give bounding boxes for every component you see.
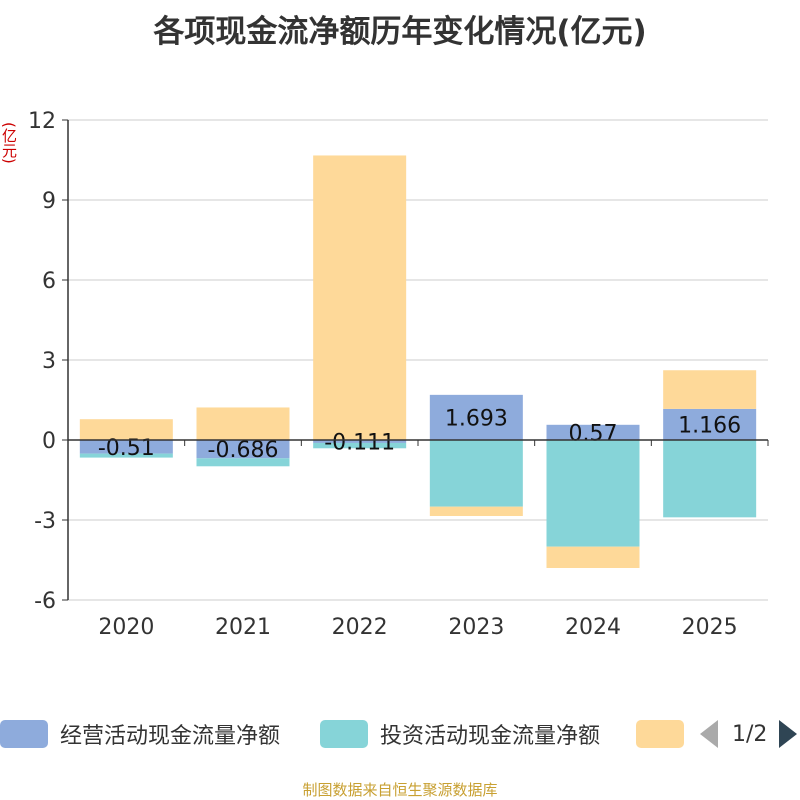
bar-investing xyxy=(546,440,640,547)
bar-financing xyxy=(79,419,173,440)
bar-financing xyxy=(546,546,640,568)
chart-title: 各项现金流净额历年变化情况(亿元) xyxy=(153,14,647,50)
legend-item-investing[interactable]: 投资活动现金流量净额 xyxy=(320,718,600,750)
y-tick-label: 0 xyxy=(42,429,56,454)
data-label: -0.686 xyxy=(208,438,279,463)
bar-investing xyxy=(313,442,407,449)
data-label: -0.111 xyxy=(324,430,395,455)
legend-next-icon[interactable] xyxy=(779,720,798,748)
legend-swatch-operating xyxy=(0,720,48,748)
legend-prev-icon[interactable] xyxy=(700,720,718,748)
legend-item-financing[interactable] xyxy=(636,718,696,750)
legend-swatch-investing xyxy=(320,720,368,748)
bar-investing xyxy=(429,440,523,507)
bar-investing xyxy=(196,458,290,467)
bar-operating xyxy=(79,440,173,454)
data-source-note: 制图数据来自恒生聚源数据库 xyxy=(302,781,498,799)
x-tick-label: 2020 xyxy=(98,615,154,640)
y-tick-label: 6 xyxy=(42,269,56,294)
y-axis-unit: (亿元) xyxy=(0,122,18,164)
x-tick-label: 2023 xyxy=(448,615,504,640)
bar-operating xyxy=(196,440,290,459)
bar-investing xyxy=(79,453,173,458)
data-label: 1.166 xyxy=(678,413,741,438)
x-tick-label: 2024 xyxy=(565,615,621,640)
legend-label-operating: 经营活动现金流量净额 xyxy=(60,724,281,749)
bar-financing xyxy=(429,506,523,516)
bar-operating xyxy=(429,394,523,440)
bar-financing xyxy=(663,370,757,409)
x-tick-label: 2022 xyxy=(332,615,388,640)
legend-page-indicator: 1/2 xyxy=(732,721,768,747)
data-label: 1.693 xyxy=(445,406,508,431)
y-tick-label: -6 xyxy=(34,589,56,614)
bar-financing xyxy=(196,407,290,440)
x-tick-label: 2025 xyxy=(682,615,738,640)
legend-label-investing: 投资活动现金流量净额 xyxy=(380,724,601,749)
x-tick-label: 2021 xyxy=(215,615,271,640)
legend-swatch-financing xyxy=(636,720,684,748)
bar-operating xyxy=(546,424,640,440)
bar-financing xyxy=(313,155,407,440)
data-label: 0.57 xyxy=(569,421,618,446)
bar-operating xyxy=(663,408,757,440)
y-tick-label: 12 xyxy=(28,109,56,134)
y-tick-label: 3 xyxy=(42,349,56,374)
legend: 经营活动现金流量净额 投资活动现金流量净额 1/2 xyxy=(0,718,800,750)
bar-investing xyxy=(663,440,757,518)
legend-pager: 1/2 xyxy=(700,718,798,750)
legend-item-operating[interactable]: 经营活动现金流量净额 xyxy=(0,718,280,750)
y-tick-label: -3 xyxy=(34,509,56,534)
y-tick-label: 9 xyxy=(42,189,56,214)
bar-operating xyxy=(313,440,407,443)
